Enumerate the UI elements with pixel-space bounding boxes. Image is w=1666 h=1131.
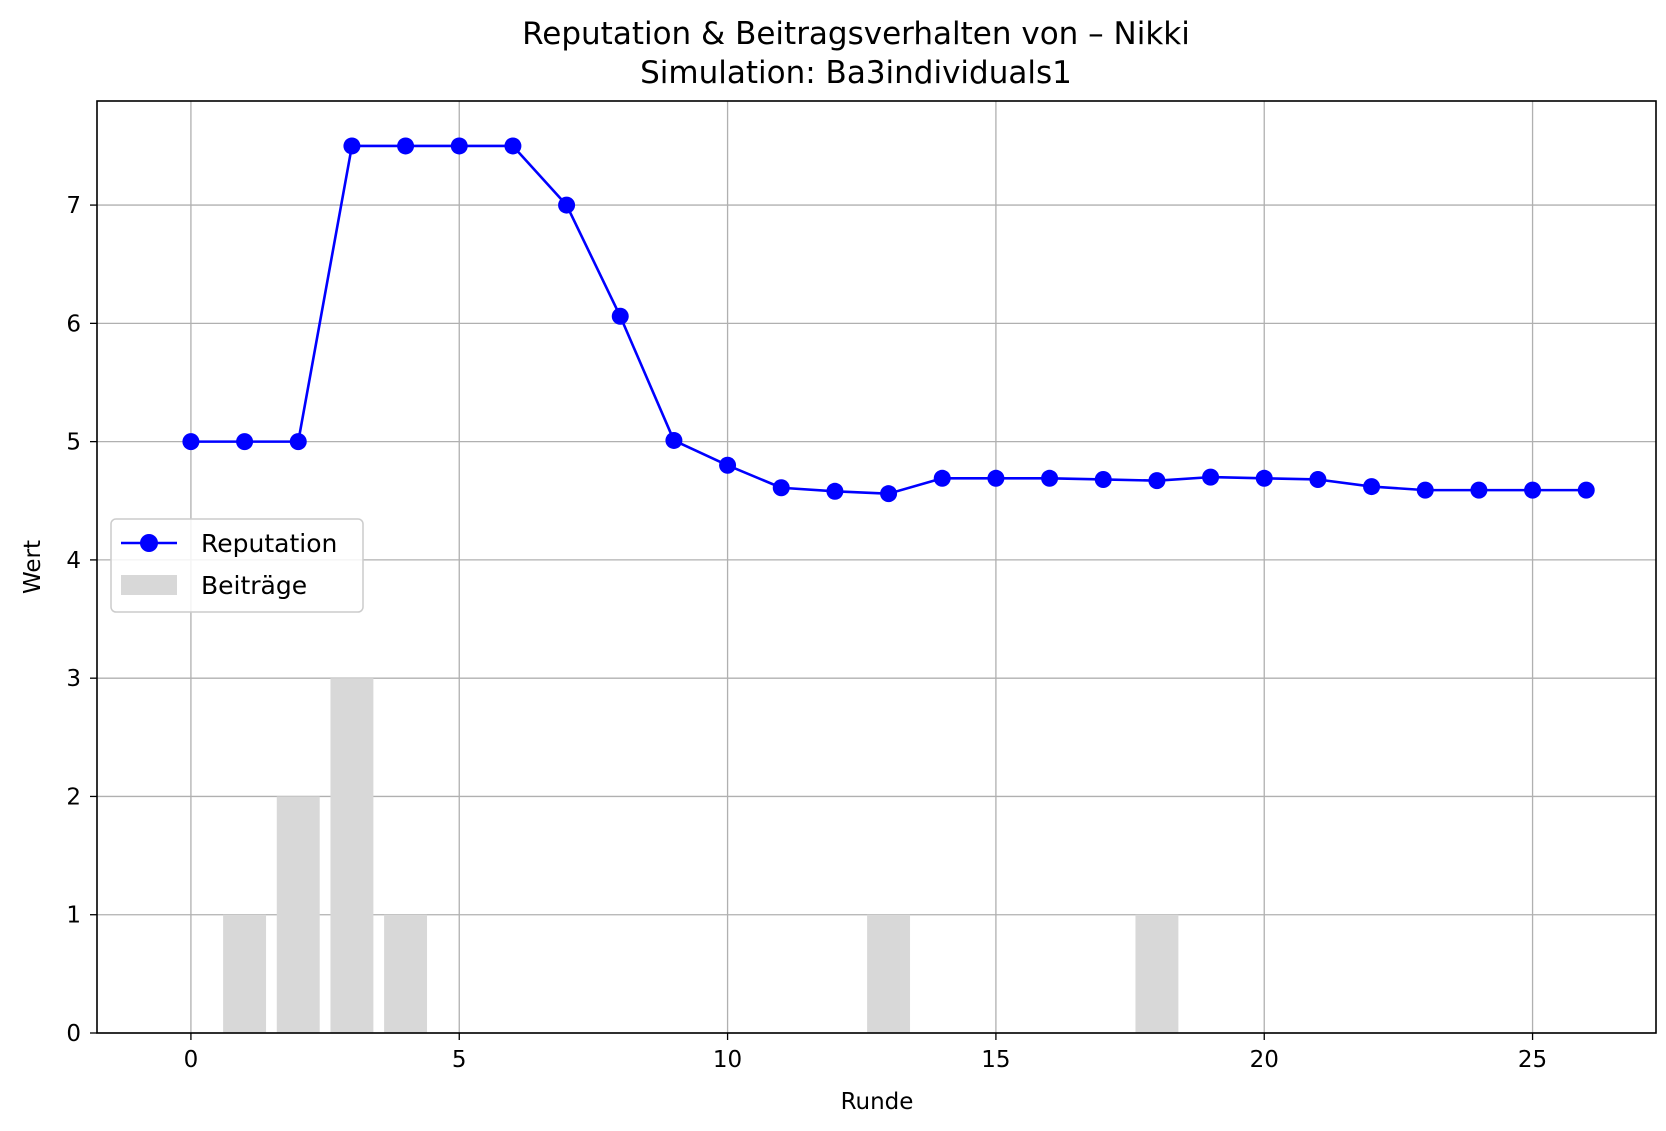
reputation-point	[1470, 481, 1488, 499]
legend-point-marker	[140, 534, 158, 552]
y-tick-label: 7	[66, 193, 81, 219]
x-tick-label: 15	[981, 1047, 1010, 1073]
chart-subtitle: Simulation: Ba3individuals1	[640, 55, 1072, 91]
reputation-point	[1094, 470, 1112, 488]
ticks: 0 5 10 15 20 25 0 1 2 3 4 5 6 7	[66, 193, 1547, 1073]
x-tick-label: 25	[1518, 1047, 1547, 1073]
x-tick-label: 20	[1250, 1047, 1279, 1073]
reputation-point	[1041, 469, 1059, 487]
y-tick-label: 4	[66, 548, 81, 574]
reputation-point	[1363, 478, 1381, 496]
bar-beitraege	[384, 914, 428, 1033]
reputation-point	[1202, 468, 1220, 486]
y-tick-label: 1	[66, 903, 81, 929]
legend-label-reputation: Reputation	[201, 529, 337, 558]
reputation-point	[665, 431, 683, 449]
series-reputation	[182, 137, 1595, 503]
y-tick-label: 5	[66, 430, 81, 456]
legend-bar-swatch	[121, 575, 177, 595]
y-tick-label: 0	[66, 1021, 81, 1047]
reputation-point	[182, 433, 200, 451]
bars-beitraege	[223, 678, 1179, 1033]
y-tick-label: 3	[66, 666, 81, 692]
reputation-point	[933, 469, 951, 487]
reputation-point	[1524, 481, 1542, 499]
reputation-point	[236, 433, 254, 451]
bar-beitraege	[867, 914, 911, 1033]
reputation-point	[1255, 469, 1273, 487]
plot-frame	[96, 100, 1657, 1034]
bar-beitraege	[330, 678, 374, 1033]
reputation-point	[504, 137, 522, 155]
y-tick-label: 6	[66, 311, 81, 337]
x-tick-label: 10	[713, 1047, 742, 1073]
reputation-point	[772, 479, 790, 497]
x-tick-label: 5	[452, 1047, 467, 1073]
y-tick-label: 2	[66, 784, 81, 810]
reputation-point	[289, 433, 307, 451]
reputation-point	[719, 456, 737, 474]
reputation-point	[880, 485, 898, 503]
reputation-point	[611, 307, 629, 325]
reputation-point	[826, 482, 844, 500]
reputation-point	[987, 469, 1005, 487]
reputation-point	[343, 137, 361, 155]
legend: Reputation Beiträge	[110, 518, 364, 613]
bar-beitraege	[276, 796, 320, 1033]
reputation-point	[450, 137, 468, 155]
reputation-point	[397, 137, 415, 155]
reputation-point	[558, 196, 576, 214]
x-tick-label: 0	[184, 1047, 199, 1073]
legend-label-beitraege: Beiträge	[201, 571, 307, 600]
bar-beitraege	[223, 914, 267, 1033]
reputation-point	[1148, 472, 1166, 490]
y-axis-label: Wert	[20, 540, 46, 594]
x-axis-label: Runde	[841, 1089, 914, 1115]
reputation-point	[1309, 470, 1327, 488]
bar-beitraege	[1135, 914, 1179, 1033]
reputation-point	[1416, 481, 1434, 499]
reputation-point	[1577, 481, 1595, 499]
chart-title: Reputation & Beitragsverhalten von – Nik…	[522, 16, 1190, 52]
